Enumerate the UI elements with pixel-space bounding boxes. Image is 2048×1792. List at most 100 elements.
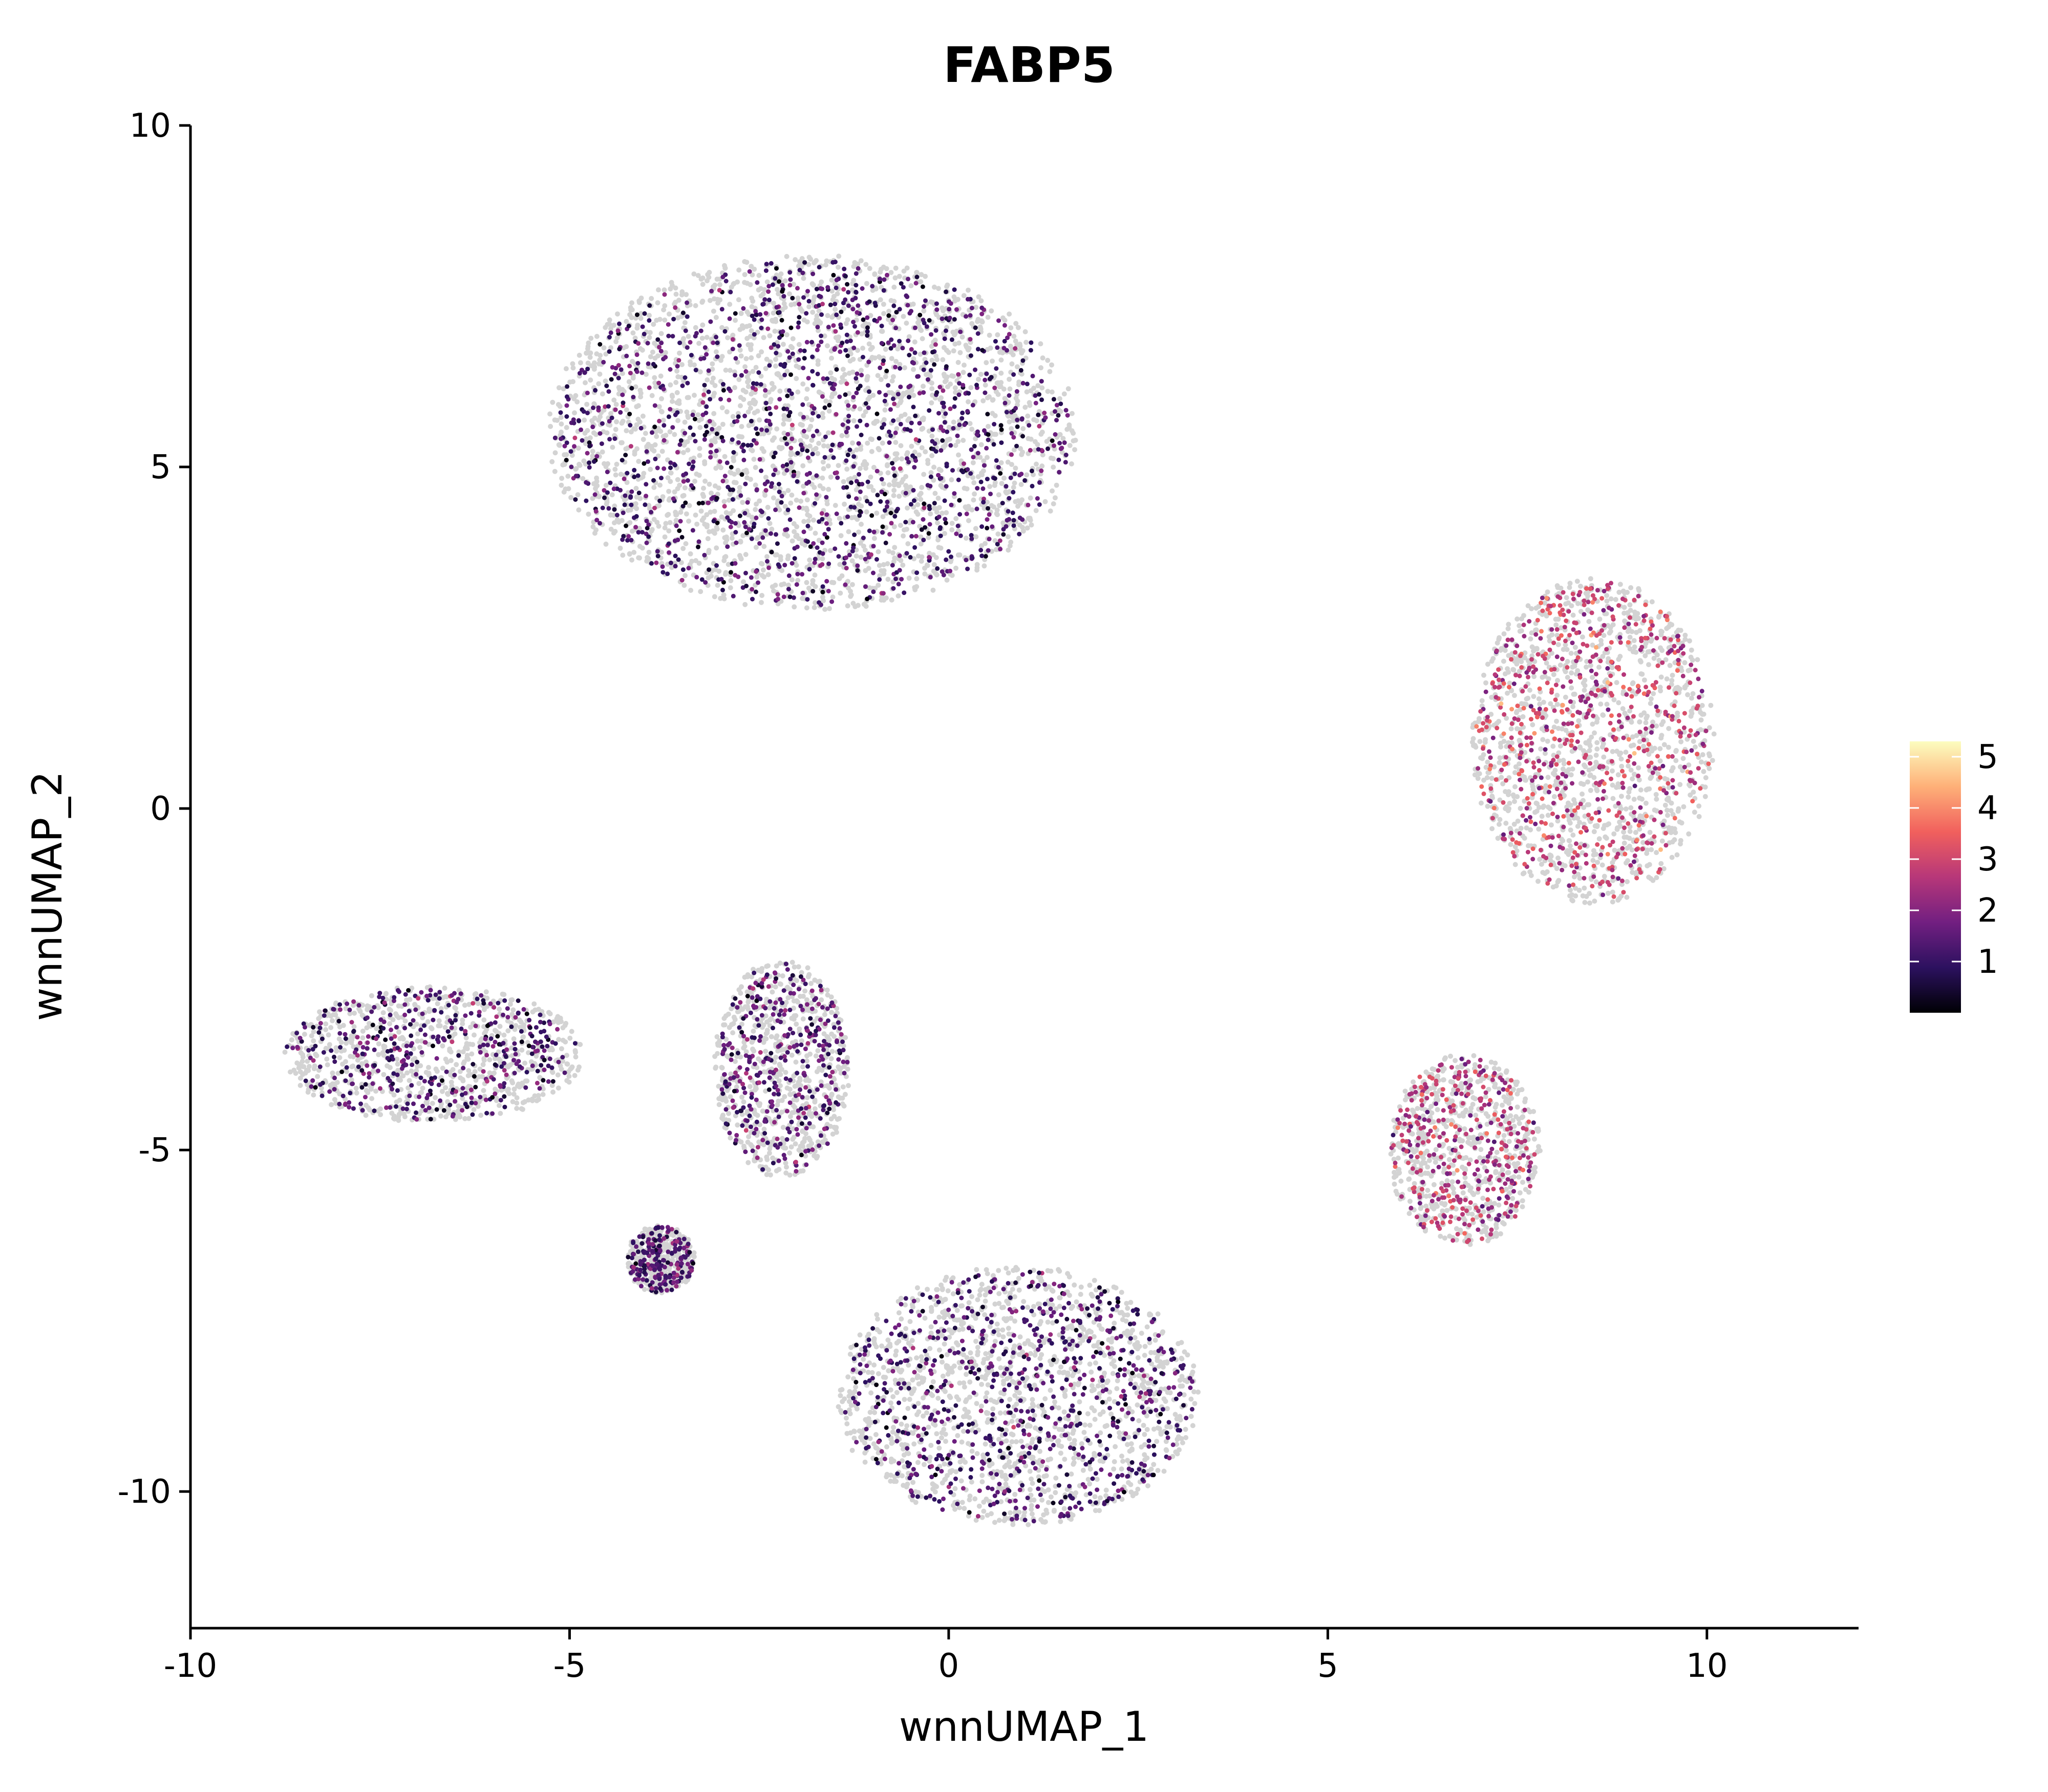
cell-point-unexpressed: [1050, 488, 1055, 494]
cell-point-unexpressed: [968, 385, 974, 391]
cell-point-unexpressed: [964, 536, 969, 541]
cell-point-unexpressed: [820, 475, 825, 481]
cell-point-unexpressed: [866, 341, 872, 347]
cell-point-unexpressed: [795, 389, 801, 395]
cell-point-unexpressed: [829, 375, 835, 381]
cell-point-unexpressed: [978, 1403, 984, 1409]
cell-point-unexpressed: [1001, 475, 1007, 481]
cell-point-unexpressed: [1012, 480, 1017, 486]
cell-point-unexpressed: [999, 481, 1005, 486]
cell-point-unexpressed: [836, 253, 842, 259]
cell-point-unexpressed: [806, 254, 812, 260]
cell-point-unexpressed: [688, 359, 693, 365]
cell-point-unexpressed: [789, 577, 795, 583]
cell-point-unexpressed: [891, 479, 897, 484]
cell-point-unexpressed: [548, 423, 553, 429]
cell-point-unexpressed: [1014, 364, 1020, 370]
cell-point-unexpressed: [610, 444, 615, 450]
cell-point-unexpressed: [652, 380, 658, 386]
cell-point-unexpressed: [969, 321, 975, 326]
cell-point-unexpressed: [1180, 1383, 1185, 1389]
cell-point-unexpressed: [761, 335, 766, 340]
cell-point-unexpressed: [657, 482, 663, 488]
cell-point-unexpressed: [810, 1124, 816, 1129]
cell-point-unexpressed: [1120, 1459, 1125, 1464]
cell-point-unexpressed: [619, 518, 625, 523]
cell-point-unexpressed: [966, 287, 971, 293]
cell-point-unexpressed: [846, 391, 852, 396]
cell-point-unexpressed: [1072, 1282, 1077, 1288]
cell-point-unexpressed: [632, 451, 637, 457]
cell-point-unexpressed: [928, 511, 933, 517]
cell-point-unexpressed: [724, 537, 730, 543]
cell-point-unexpressed: [752, 266, 757, 272]
cell-point-unexpressed: [1067, 443, 1073, 449]
cell-point-unexpressed: [623, 446, 629, 452]
cell-point-unexpressed: [996, 492, 1001, 498]
cell-point-unexpressed: [784, 1164, 789, 1170]
cell-point-unexpressed: [980, 1452, 986, 1458]
cell-point-unexpressed: [863, 465, 868, 471]
cell-point-unexpressed: [823, 398, 829, 404]
cell-point-unexpressed: [426, 1009, 432, 1014]
cell-point-unexpressed: [1008, 1510, 1013, 1516]
cell-point-unexpressed: [771, 318, 776, 324]
cell-point-unexpressed: [1062, 1457, 1068, 1462]
cell-point-unexpressed: [935, 520, 940, 526]
cell-point-unexpressed: [982, 505, 987, 511]
cell-point-unexpressed: [735, 1122, 740, 1128]
cell-point-unexpressed: [838, 590, 843, 596]
cell-point-unexpressed: [747, 1084, 753, 1090]
cell-point-unexpressed: [891, 284, 897, 290]
cell-point-unexpressed: [742, 272, 748, 278]
cell-point-unexpressed: [982, 563, 987, 569]
cell-point-unexpressed: [699, 518, 705, 523]
cell-point-unexpressed: [792, 529, 797, 535]
cell-point-unexpressed: [1136, 1418, 1142, 1423]
cell-point-unexpressed: [996, 1518, 1002, 1523]
cell-point-unexpressed: [864, 377, 870, 383]
cell-point-unexpressed: [1142, 1432, 1147, 1437]
cell-point-unexpressed: [1111, 1466, 1117, 1472]
cell-point-unexpressed: [1029, 1476, 1034, 1482]
cell-point-unexpressed: [1179, 1340, 1184, 1346]
cell-point-unexpressed: [793, 534, 799, 539]
cell-point-unexpressed: [780, 1124, 786, 1130]
cell-point-unexpressed: [829, 278, 835, 283]
cell-point-unexpressed: [899, 456, 905, 462]
cell-point-unexpressed: [998, 380, 1004, 386]
cell-point-unexpressed: [1139, 1331, 1144, 1336]
cell-point-unexpressed: [919, 1354, 924, 1359]
cell-point-unexpressed: [891, 1424, 896, 1430]
cell-point-unexpressed: [1087, 1283, 1093, 1288]
cell-point-unexpressed: [638, 311, 644, 316]
cell-point-unexpressed: [296, 1061, 302, 1067]
cell-point-unexpressed: [613, 426, 618, 432]
cell-point-unexpressed: [906, 575, 912, 581]
cell-point-unexpressed: [1029, 1511, 1035, 1517]
cell-point-unexpressed: [742, 364, 748, 370]
cell-point-unexpressed: [682, 440, 688, 445]
cell-point-unexpressed: [1056, 1438, 1061, 1444]
cell-point-unexpressed: [813, 530, 818, 536]
cell-point-unexpressed: [559, 482, 564, 488]
cell-point-unexpressed: [904, 486, 909, 492]
cell-point-unexpressed: [737, 485, 742, 490]
cell-point-unexpressed: [397, 1097, 402, 1103]
cell-point-unexpressed: [936, 286, 941, 291]
cell-point-unexpressed: [936, 1314, 942, 1320]
cell-point-unexpressed: [816, 538, 822, 543]
cell-point-unexpressed: [1026, 1522, 1031, 1527]
cell-point-unexpressed: [511, 1086, 517, 1092]
cell-point-unexpressed: [713, 1065, 718, 1071]
cell-point-unexpressed: [921, 1395, 926, 1401]
cell-point-unexpressed: [300, 1054, 306, 1060]
cell-point-unexpressed: [943, 1439, 948, 1444]
cell-point-unexpressed: [983, 1351, 989, 1356]
cell-point-unexpressed: [1054, 482, 1059, 488]
cell-point-unexpressed: [964, 1372, 969, 1377]
cell-point-unexpressed: [586, 511, 591, 517]
cell-point-unexpressed: [775, 287, 780, 292]
cell-point-unexpressed: [614, 461, 620, 467]
cell-point-unexpressed: [430, 1101, 435, 1106]
